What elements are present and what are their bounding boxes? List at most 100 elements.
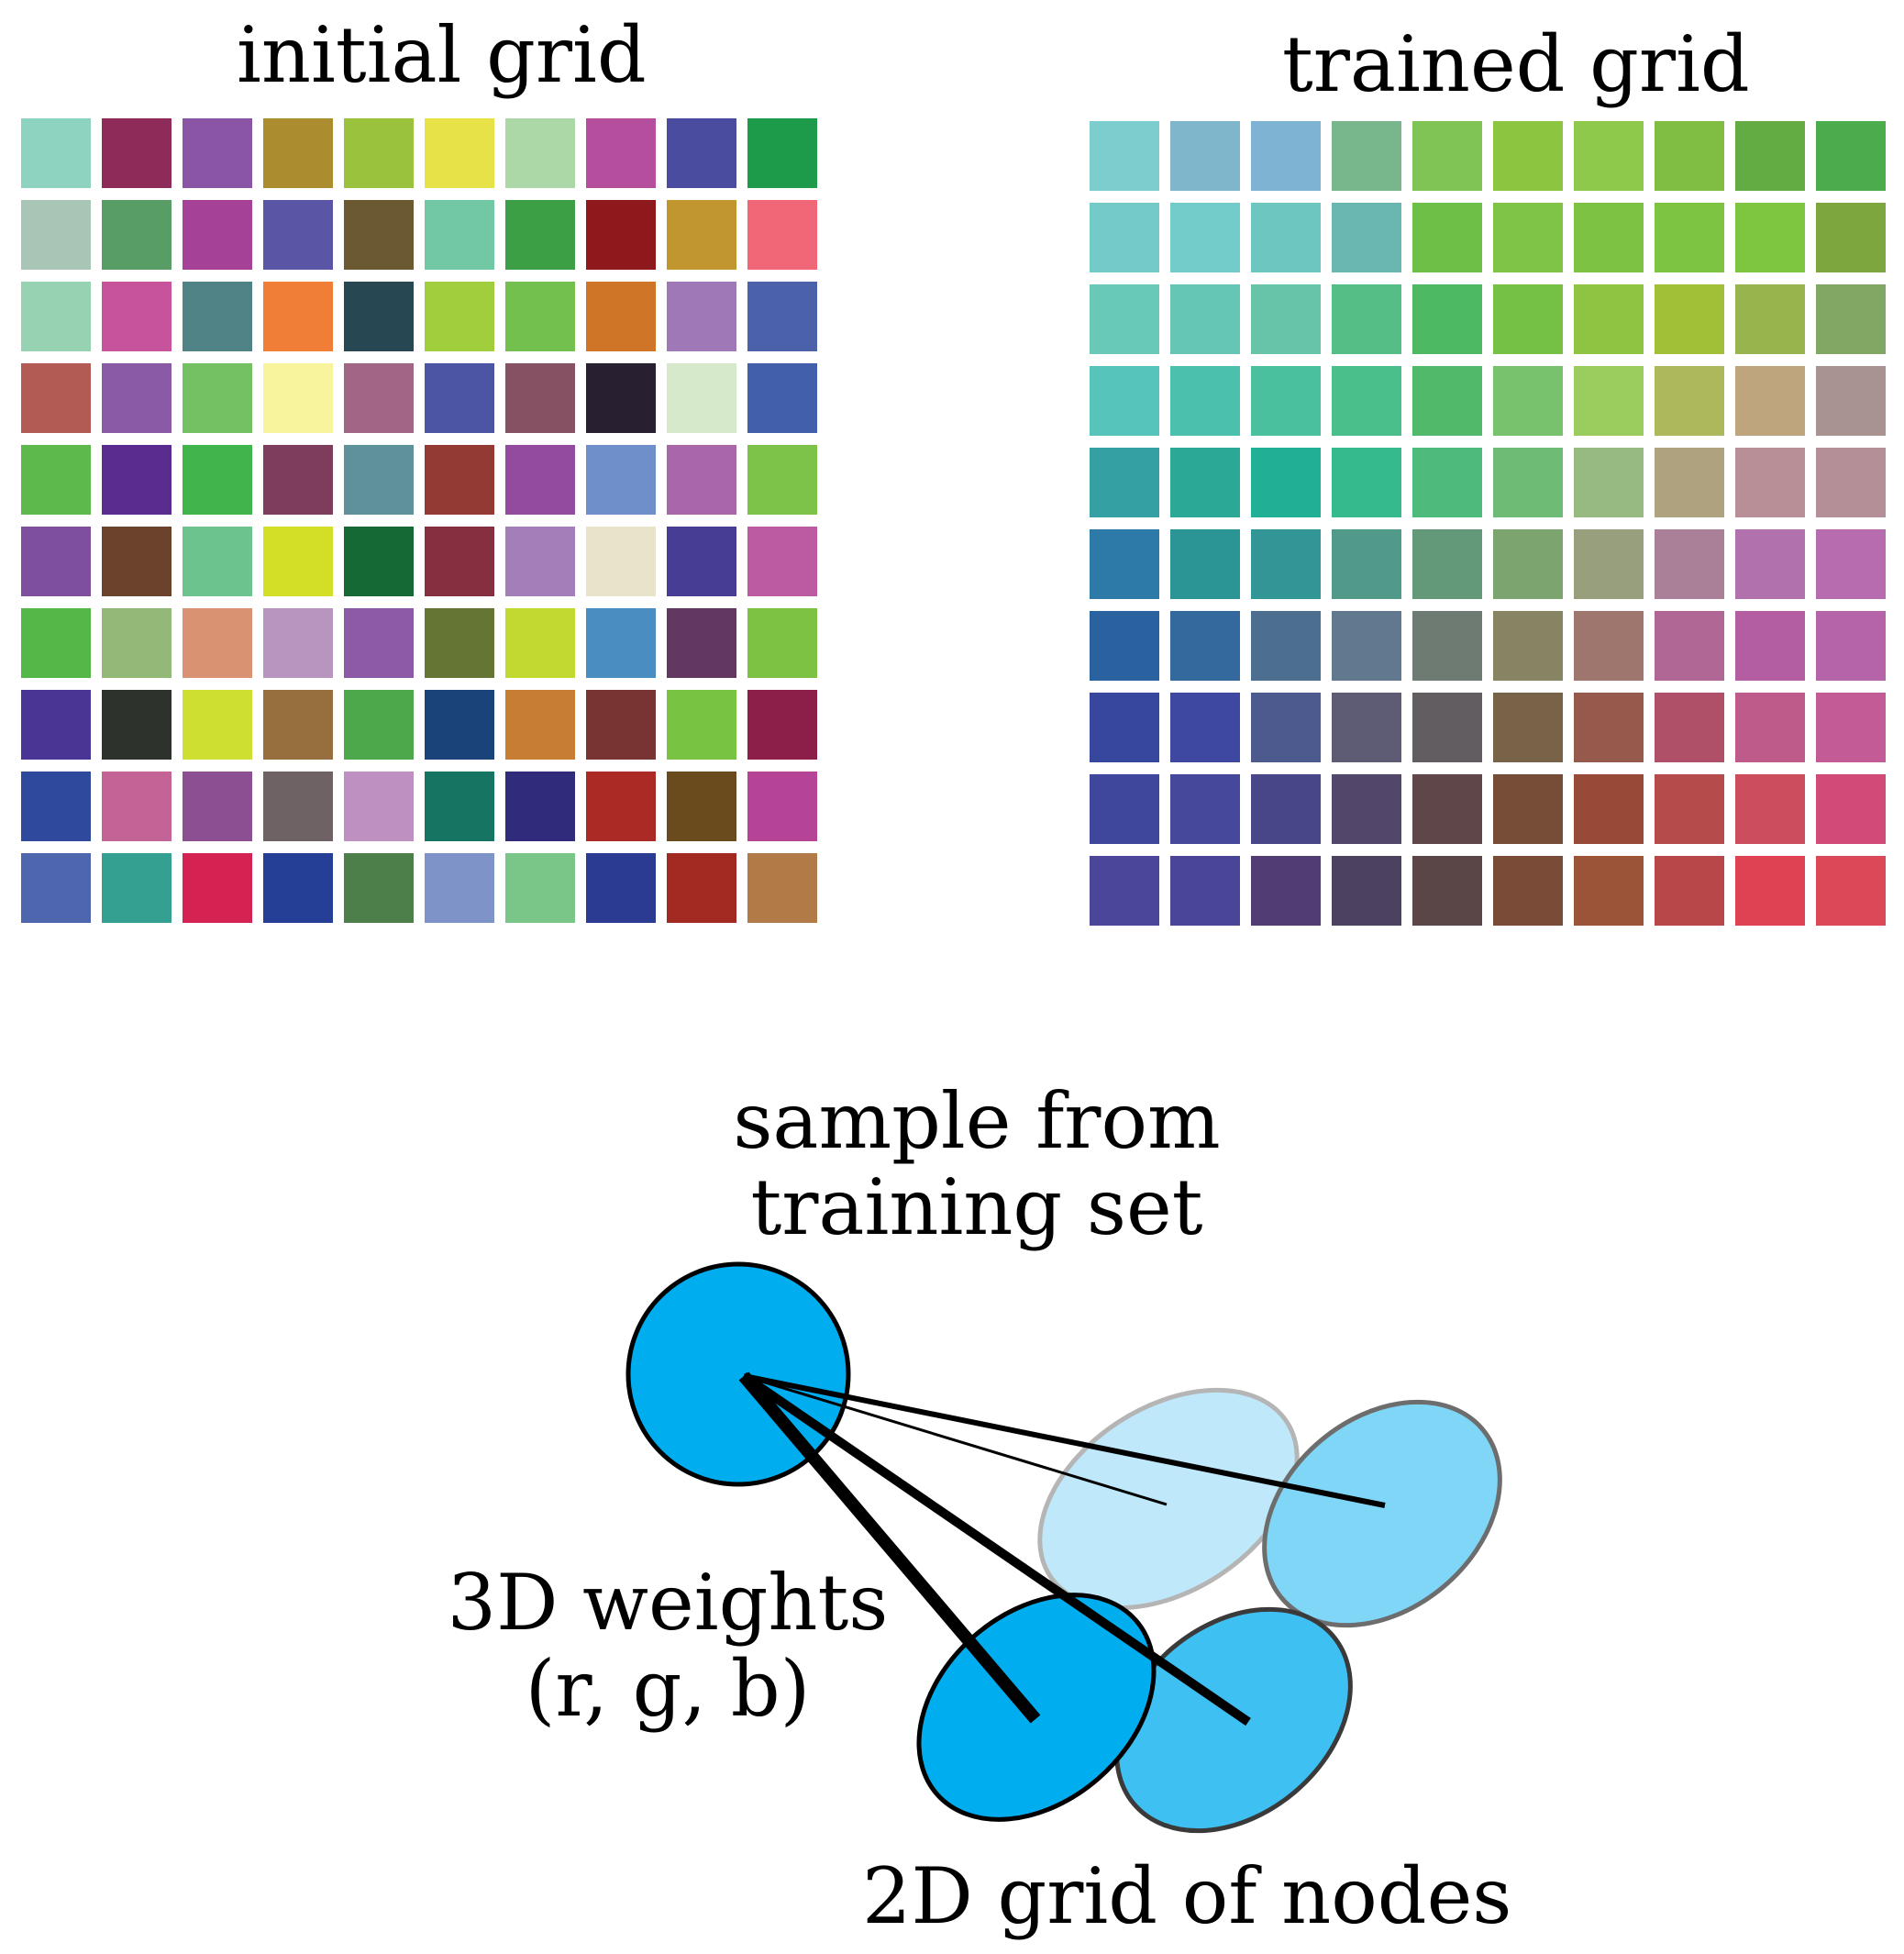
- weights-label-line-1: 3D weights: [447, 1558, 889, 1648]
- trained-grid-cell: [1735, 856, 1805, 926]
- connection-line-bottom-left: [738, 1371, 1041, 1724]
- initial-grid-cell: [667, 853, 736, 923]
- trained-grid-cell: [1816, 448, 1886, 517]
- initial-grid-cell: [21, 772, 91, 841]
- trained-grid-cell: [1090, 529, 1159, 599]
- trained-grid-cell: [1090, 121, 1159, 191]
- initial-grid-cell: [344, 772, 414, 841]
- initial-grid-cell: [21, 690, 91, 760]
- initial-grid-cell: [263, 363, 333, 433]
- initial-grid-cell: [667, 527, 736, 596]
- initial-grid-cell: [586, 690, 656, 760]
- initial-grid-cell: [183, 363, 252, 433]
- initial-grid-cell: [586, 527, 656, 596]
- trained-grid-cell: [1816, 856, 1886, 926]
- initial-grid: [21, 118, 817, 923]
- trained-grid-cell: [1170, 121, 1240, 191]
- initial-grid-cell: [747, 200, 817, 270]
- trained-grid-cell: [1412, 121, 1482, 191]
- initial-grid-cell: [102, 282, 172, 351]
- trained-grid-cell: [1816, 203, 1886, 272]
- initial-grid-cell: [102, 445, 172, 515]
- trained-grid-cell: [1493, 121, 1563, 191]
- initial-grid-cell: [505, 690, 575, 760]
- trained-grid-cell: [1735, 693, 1805, 762]
- weights-label: 3D weights (r, g, b): [438, 1560, 897, 1732]
- initial-grid-cell: [183, 118, 252, 188]
- initial-grid-cell: [425, 200, 494, 270]
- initial-grid-cell: [21, 200, 91, 270]
- trained-grid: [1090, 121, 1886, 926]
- initial-grid-cell: [425, 363, 494, 433]
- connection-line-top-left: [743, 1374, 1168, 1506]
- sample-label-line-2: training set: [750, 1162, 1203, 1253]
- initial-grid-cell: [102, 527, 172, 596]
- trained-grid-cell: [1090, 774, 1159, 844]
- initial-grid-cell: [344, 853, 414, 923]
- initial-grid-cell: [747, 363, 817, 433]
- trained-grid-cell: [1655, 856, 1724, 926]
- trained-grid-cell: [1412, 693, 1482, 762]
- initial-grid-cell: [263, 282, 333, 351]
- initial-grid-cell: [425, 527, 494, 596]
- trained-grid-cell: [1735, 529, 1805, 599]
- initial-grid-cell: [21, 118, 91, 188]
- trained-grid-cell: [1412, 203, 1482, 272]
- initial-grid-cell: [183, 853, 252, 923]
- trained-grid-cell: [1412, 856, 1482, 926]
- initial-grid-cell: [747, 282, 817, 351]
- trained-grid-cell: [1493, 774, 1563, 844]
- initial-grid-cell: [586, 608, 656, 678]
- trained-grid-cell: [1655, 203, 1724, 272]
- initial-grid-cell: [505, 118, 575, 188]
- initial-grid-cell: [505, 853, 575, 923]
- initial-grid-cell: [21, 282, 91, 351]
- initial-grid-cell: [263, 200, 333, 270]
- initial-grid-cell: [21, 527, 91, 596]
- trained-grid-cell: [1493, 366, 1563, 436]
- node-top-right: [1262, 1399, 1502, 1628]
- trained-grid-cell: [1574, 366, 1644, 436]
- initial-grid-cell: [586, 772, 656, 841]
- initial-grid-cell: [263, 690, 333, 760]
- trained-grid-cell: [1090, 611, 1159, 681]
- trained-grid-cell: [1251, 366, 1321, 436]
- trained-grid-cell: [1735, 203, 1805, 272]
- sample-label: sample from training set: [729, 1078, 1224, 1250]
- trained-grid-cell: [1816, 529, 1886, 599]
- connection-line-top-right: [743, 1373, 1386, 1508]
- trained-grid-cell: [1735, 448, 1805, 517]
- initial-grid-cell: [747, 853, 817, 923]
- trained-grid-cell: [1574, 529, 1644, 599]
- trained-grid-cell: [1655, 529, 1724, 599]
- initial-grid-cell: [667, 445, 736, 515]
- trained-grid-cell: [1090, 693, 1159, 762]
- initial-grid-cell: [747, 608, 817, 678]
- trained-grid-cell: [1412, 448, 1482, 517]
- trained-grid-cell: [1655, 366, 1724, 436]
- initial-grid-cell: [263, 527, 333, 596]
- trained-grid-cell: [1251, 284, 1321, 354]
- trained-grid-cell: [1735, 611, 1805, 681]
- initial-grid-cell: [183, 200, 252, 270]
- initial-grid-cell: [586, 200, 656, 270]
- trained-grid-cell: [1332, 774, 1401, 844]
- initial-grid-cell: [344, 445, 414, 515]
- trained-grid-cell: [1412, 529, 1482, 599]
- trained-grid-cell: [1816, 121, 1886, 191]
- initial-grid-cell: [667, 363, 736, 433]
- nodes-label: 2D grid of nodes: [862, 1851, 1512, 1941]
- initial-grid-cell: [586, 118, 656, 188]
- trained-grid-cell: [1655, 448, 1724, 517]
- trained-grid-cell: [1816, 366, 1886, 436]
- initial-grid-cell: [183, 527, 252, 596]
- trained-grid-cell: [1816, 693, 1886, 762]
- trained-grid-cell: [1251, 529, 1321, 599]
- initial-grid-cell: [183, 690, 252, 760]
- trained-grid-cell: [1493, 448, 1563, 517]
- trained-grid-cell: [1735, 774, 1805, 844]
- trained-grid-cell: [1412, 284, 1482, 354]
- initial-grid-cell: [183, 608, 252, 678]
- trained-grid-cell: [1251, 448, 1321, 517]
